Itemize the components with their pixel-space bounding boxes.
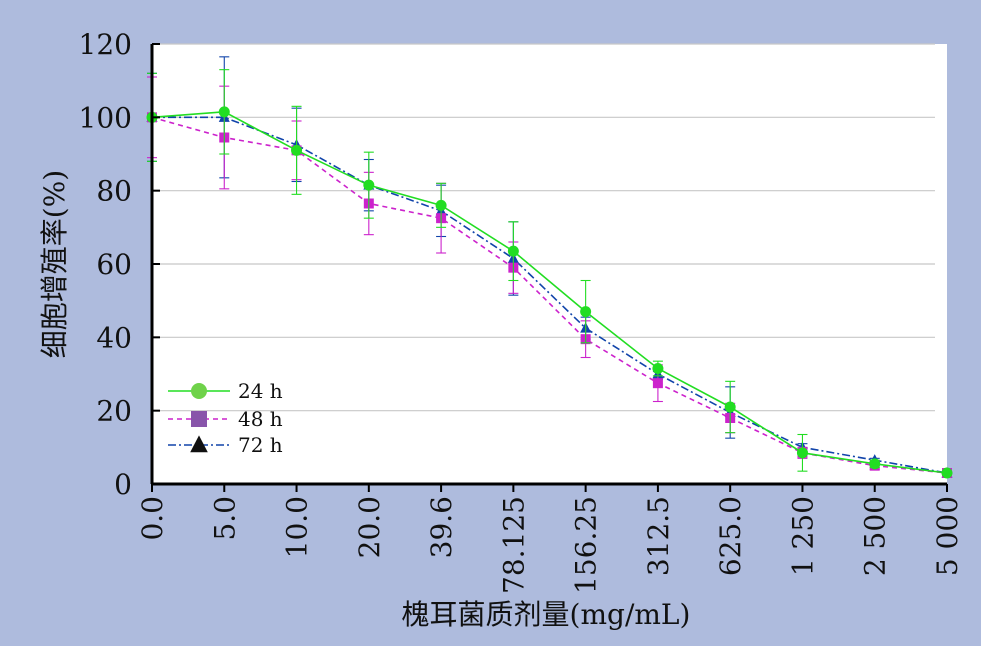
x-axis-label: 槐耳菌质剂量(mg/mL)	[402, 598, 691, 631]
x-tick-label: 156.25	[570, 496, 603, 594]
data-point	[652, 363, 664, 374]
legend: 24 h 48 h72 h	[168, 379, 283, 457]
x-tick-label: 20.0	[353, 496, 386, 558]
x-tick-label: 1 250	[786, 496, 819, 576]
grid-lines	[152, 43, 935, 412]
data-point	[580, 306, 592, 318]
data-point	[291, 144, 303, 156]
y-tick-label: 100	[79, 101, 132, 134]
x-tick-label: 625.0	[714, 496, 747, 576]
y-tick-label: 20	[96, 395, 132, 428]
data-point	[941, 467, 953, 479]
x-tick-label: 0.0	[136, 496, 169, 541]
legend-label: 24 h	[238, 379, 283, 403]
series-line	[152, 116, 948, 474]
legend-label: 48 h	[238, 407, 283, 431]
x-tick-label: 10.0	[281, 496, 314, 558]
x-tick-label: 5.0	[208, 496, 241, 541]
x-tick-label: 78.125	[497, 496, 530, 594]
y-tick-label: 60	[96, 248, 132, 281]
legend-entry: 72 h	[168, 433, 283, 457]
data-point	[507, 245, 519, 257]
series-line	[151, 111, 948, 474]
y-axis-label: 细胞增殖率(%)	[38, 170, 71, 358]
legend-entry: 24 h	[168, 379, 283, 403]
data-point	[869, 458, 881, 470]
y-tick-label: 40	[96, 321, 132, 354]
legend-label: 72 h	[238, 433, 283, 457]
axes: 0 20 40 60 80 100 120 0.0 5.0 10.0 20.0 39.6 78.125 1…	[79, 28, 964, 594]
legend-marker	[190, 435, 208, 453]
y-tick-label: 80	[96, 175, 132, 208]
data-point	[218, 106, 230, 118]
x-tick-label: 312.5	[642, 496, 675, 576]
data-point	[363, 179, 375, 191]
x-tick-label: 39.6	[425, 496, 458, 558]
data-point	[435, 199, 447, 211]
legend-entry: 48 h	[168, 407, 283, 431]
y-tick-label: 120	[79, 28, 132, 61]
data-point	[652, 378, 663, 389]
y-tick-label: 0	[114, 468, 132, 501]
legend-marker	[191, 411, 207, 427]
x-tick-label: 2 500	[859, 496, 892, 576]
legend-marker	[191, 383, 207, 399]
data-point	[724, 401, 736, 413]
x-tick-label: 5 000	[931, 496, 964, 576]
data-point	[796, 447, 808, 459]
